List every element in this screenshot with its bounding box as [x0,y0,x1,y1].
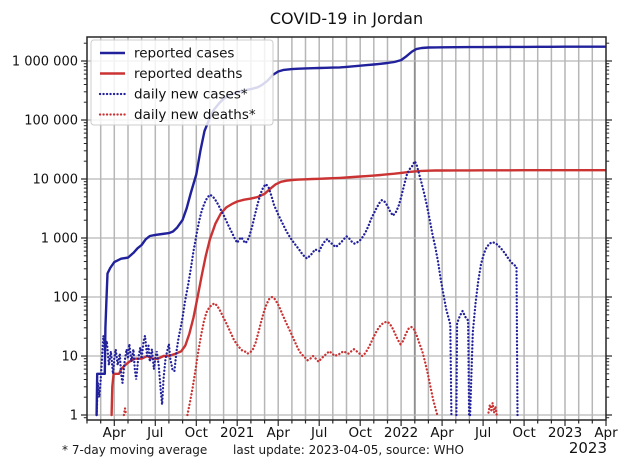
svg-text:Oct: Oct [349,425,372,441]
axis-year-label: 2023 [568,439,607,457]
svg-text:100: 100 [53,291,78,306]
svg-text:Jul: Jul [146,425,163,441]
svg-text:2022: 2022 [384,425,418,441]
svg-text:2023: 2023 [548,425,582,441]
svg-text:Apr: Apr [430,425,454,441]
svg-text:Apr: Apr [594,425,618,441]
svg-text:daily new deaths*: daily new deaths* [134,107,256,123]
svg-text:reported deaths: reported deaths [134,66,242,82]
svg-text:100 000: 100 000 [24,114,78,129]
svg-text:2021: 2021 [220,425,254,441]
svg-text:Jul: Jul [310,425,327,441]
svg-text:Jul: Jul [474,425,491,441]
svg-text:Apr: Apr [267,425,291,441]
svg-text:10 000: 10 000 [33,173,79,188]
chart-title: COVID-19 in Jordan [269,9,424,28]
svg-text:1 000 000: 1 000 000 [12,55,78,70]
svg-text:1: 1 [70,409,78,424]
svg-text:Oct: Oct [185,425,208,441]
svg-text:daily new cases*: daily new cases* [134,87,248,103]
svg-text:Apr: Apr [103,425,127,441]
svg-text:reported cases: reported cases [134,46,234,62]
svg-text:10: 10 [61,350,78,365]
footnote-moving-average: * 7-day moving average [62,443,208,457]
footnote-last-update: last update: 2023-04-05, source: WHO [233,443,465,457]
svg-text:Oct: Oct [512,425,535,441]
svg-text:1 000: 1 000 [41,232,78,247]
